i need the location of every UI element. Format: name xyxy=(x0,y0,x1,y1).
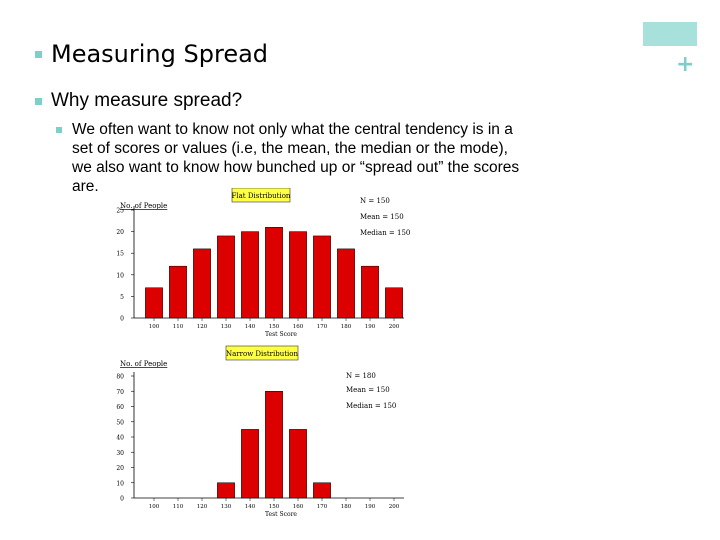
bar xyxy=(337,248,355,319)
x-tick-label: 190 xyxy=(365,504,376,510)
y-tick-label: 0 xyxy=(120,316,124,323)
x-tick-label: 170 xyxy=(317,324,328,330)
bar xyxy=(241,429,259,499)
bar xyxy=(289,429,307,499)
slide-title: Measuring Spread xyxy=(51,40,269,68)
x-tick-label: 180 xyxy=(341,504,352,510)
explanation-line: We often want to know not only what the … xyxy=(72,121,513,138)
chart-title-box xyxy=(225,345,299,361)
x-tick-label: 160 xyxy=(293,504,304,510)
x-tick-label: 190 xyxy=(365,324,376,330)
x-tick-label: 200 xyxy=(389,324,400,330)
distribution-charts: Flat Distribution No. of People N = 150 Mea… xyxy=(116,187,410,518)
y-tick-label: 10 xyxy=(116,272,124,279)
x-tick-label: 110 xyxy=(173,324,184,330)
explanation-line: set of scores or values (i.e, the mean, … xyxy=(72,140,508,157)
bar xyxy=(313,482,331,499)
x-tick-label: 200 xyxy=(389,504,400,510)
bar xyxy=(313,235,331,319)
y-tick-label: 80 xyxy=(116,374,124,381)
chart-annotation: N = 180 xyxy=(346,372,376,380)
bar xyxy=(265,391,283,499)
chart-title-box xyxy=(231,187,291,203)
x-tick-label: 140 xyxy=(245,324,256,330)
square-bullet-icon xyxy=(35,51,42,58)
bar xyxy=(361,265,379,319)
chart-annotation: Median = 150 xyxy=(346,402,396,410)
x-tick-label: 150 xyxy=(269,324,280,330)
y-tick-label: 15 xyxy=(116,251,124,258)
chart-annotation: Mean = 150 xyxy=(346,386,390,394)
x-tick-label: 120 xyxy=(197,324,208,330)
y-tick-label: 10 xyxy=(116,480,124,487)
bar xyxy=(217,235,235,319)
x-tick-label: 120 xyxy=(197,504,208,510)
x-axis-label: Test Score xyxy=(265,331,297,338)
x-axis-label: Test Score xyxy=(265,511,297,518)
bar xyxy=(193,248,211,319)
x-tick-label: 180 xyxy=(341,324,352,330)
y-tick-label: 30 xyxy=(116,450,124,457)
distribution-figure: Flat Distribution No. of People N = 150 Mea… xyxy=(114,187,410,520)
y-tick-label: 20 xyxy=(116,465,124,472)
y-axis-label: No. of People xyxy=(120,360,167,368)
square-bullet-icon xyxy=(56,127,62,133)
bar xyxy=(169,265,187,319)
square-bullet-icon xyxy=(35,98,42,105)
bar xyxy=(289,231,307,319)
bullet-why-measure: Why measure spread? xyxy=(51,90,243,111)
chart-title: Narrow Distribution xyxy=(226,350,299,358)
x-tick-label: 100 xyxy=(149,504,160,510)
x-tick-label: 160 xyxy=(293,324,304,330)
corner-decoration xyxy=(643,22,697,46)
x-tick-label: 130 xyxy=(221,504,232,510)
bar xyxy=(265,227,283,319)
plus-icon: + xyxy=(676,52,695,77)
y-tick-label: 70 xyxy=(116,389,124,396)
x-tick-label: 170 xyxy=(317,504,328,510)
explanation-line: are. xyxy=(72,178,99,195)
x-tick-label: 110 xyxy=(173,504,184,510)
bar xyxy=(385,287,403,319)
chart-annotation: Median = 150 xyxy=(360,229,410,237)
y-tick-label: 0 xyxy=(120,496,124,503)
y-tick-label: 40 xyxy=(116,435,124,442)
bar xyxy=(217,482,235,499)
y-tick-label: 25 xyxy=(116,208,124,215)
bullet-explanation: We often want to know not only what the … xyxy=(72,120,602,196)
y-tick-label: 5 xyxy=(120,294,124,301)
y-tick-label: 50 xyxy=(116,419,124,426)
bar xyxy=(241,231,259,319)
x-tick-label: 130 xyxy=(221,324,232,330)
y-tick-label: 60 xyxy=(116,404,124,411)
y-axis-label: No. of People xyxy=(120,202,167,210)
chart-annotation: N = 150 xyxy=(360,197,390,205)
chart-title: Flat Distribution xyxy=(232,192,291,200)
explanation-line: we also want to know how bunched up or “… xyxy=(72,159,520,176)
x-tick-label: 140 xyxy=(245,504,256,510)
bar xyxy=(145,287,163,319)
x-tick-label: 150 xyxy=(269,504,280,510)
chart-annotation: Mean = 150 xyxy=(360,213,404,221)
y-tick-label: 20 xyxy=(116,229,124,236)
x-tick-label: 100 xyxy=(149,324,160,330)
